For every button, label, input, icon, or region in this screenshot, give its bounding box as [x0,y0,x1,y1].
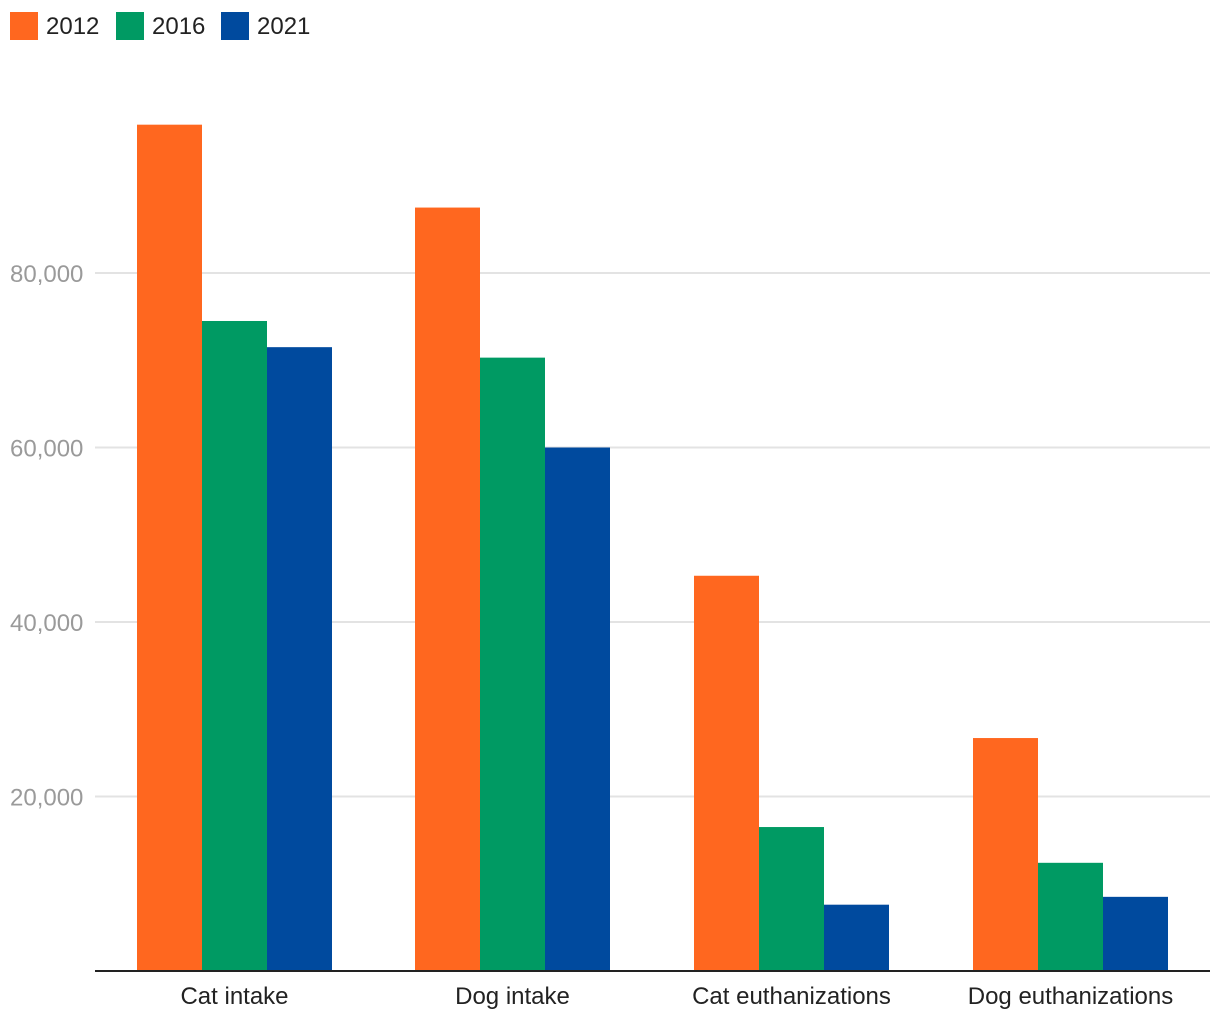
legend-label-2021: 2021 [257,13,310,40]
y-tick-label: 80,000 [10,261,83,288]
y-tick-label: 20,000 [10,785,83,812]
legend-swatch-2016 [116,12,144,40]
bar-2012-0 [137,124,202,972]
bar-2012-3 [973,738,1038,971]
bar-2012-2 [694,575,759,971]
legend-swatch-2012 [10,12,38,40]
x-tick-label: Dog euthanizations [968,983,1173,1010]
y-tick-label: 40,000 [10,610,83,637]
bars [137,124,1168,972]
bar-2012-1 [415,207,480,971]
y-tick-label: 60,000 [10,436,83,463]
bar-2021-0 [267,347,332,972]
bar-2021-3 [1103,896,1168,971]
bar-2021-2 [824,904,889,971]
bar-2021-1 [545,447,610,971]
legend-label-2016: 2016 [152,13,205,40]
y-axis-ticks: 20,000 40,000 60,000 80,000 [10,261,83,812]
x-axis-labels: Cat intake Dog intake Cat euthanizations Do… [180,983,1173,1010]
legend-swatch-2021 [221,12,249,40]
x-tick-label: Cat intake [180,983,288,1010]
bar-2016-2 [759,827,824,971]
bar-2016-1 [480,357,545,971]
x-tick-label: Dog intake [455,983,570,1010]
legend: 2012 2016 2021 [10,12,310,40]
legend-label-2012: 2012 [46,13,99,40]
x-tick-label: Cat euthanizations [692,983,891,1010]
bar-2016-0 [202,320,267,971]
bar-2016-3 [1038,862,1103,971]
